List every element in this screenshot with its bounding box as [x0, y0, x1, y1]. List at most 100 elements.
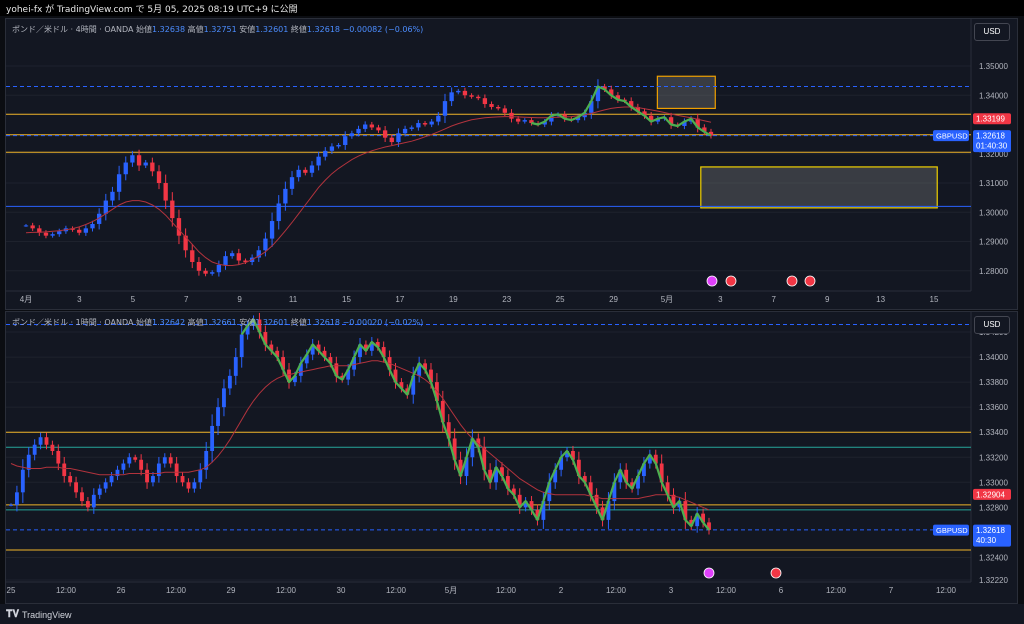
candle-body — [77, 229, 82, 233]
candle-body — [488, 469, 493, 483]
candle-body — [336, 144, 341, 147]
candle-body — [257, 319, 262, 333]
candle-body — [582, 476, 587, 483]
candle-body — [462, 90, 468, 96]
candle-body — [210, 272, 215, 274]
price-tick-label: 1.33800 — [979, 378, 1008, 387]
candle-body — [230, 253, 235, 257]
last-price-value: 1.32618 — [976, 526, 1005, 535]
countdown-timer: 01:40:30 — [976, 142, 1008, 151]
supply-demand-zone — [656, 75, 716, 110]
candle-body — [452, 438, 457, 460]
time-tick-label: 12:00 — [56, 586, 77, 595]
moving-average-line — [25, 106, 712, 266]
time-tick-label: 11 — [289, 295, 298, 304]
candle-body — [43, 232, 49, 236]
candle-body — [103, 482, 108, 489]
tradingview-brand: TradingView — [22, 610, 72, 620]
chart-panel-4h[interactable]: ポンド／米ドル · 4時間 · OANDA 始値1.32638 高値1.3275… — [5, 18, 1018, 310]
time-tick-label: 4月 — [20, 295, 32, 304]
candle-body — [233, 357, 238, 376]
candle-body — [535, 509, 540, 520]
time-tick-label: 19 — [449, 295, 458, 304]
candle-body — [123, 162, 128, 175]
candle-body — [183, 235, 188, 251]
price-chart-4h[interactable]: 1.35000 1.34000 1.32000 1.31000 1.30000 1.290… — [6, 19, 1017, 309]
symbol-label: GBPUSD — [936, 132, 968, 141]
candle-body — [529, 120, 534, 124]
candle-body — [665, 482, 670, 495]
price-tick-label: 1.33200 — [979, 453, 1008, 462]
candle-body — [346, 369, 351, 380]
candle-body — [174, 463, 179, 477]
footer-bar: 𝐓𝐕 TradingView — [0, 604, 1024, 624]
candle-body — [382, 130, 388, 138]
candle-body — [30, 225, 35, 229]
candle-body — [375, 342, 380, 348]
candle-body — [595, 86, 601, 102]
currency-button[interactable]: USD — [974, 316, 1010, 334]
candle-body — [695, 513, 700, 527]
candle-body — [701, 513, 706, 523]
candle-body — [422, 123, 428, 125]
candle-body — [9, 504, 13, 506]
candle-body — [399, 382, 404, 389]
candle-body — [198, 469, 203, 483]
time-tick-label: 13 — [876, 295, 885, 304]
candle-body — [393, 369, 398, 383]
tradingview-logo-icon[interactable]: 𝐓𝐕 — [6, 609, 20, 620]
candle-body — [26, 454, 31, 470]
candle-body — [190, 250, 195, 262]
candle-body — [150, 162, 155, 172]
moving-average-line — [10, 360, 710, 511]
time-tick-label: 3 — [718, 295, 723, 304]
symbol-label-box — [933, 524, 969, 536]
publish-header: yohei-fx が TradingView.com で 5月 05, 2025… — [6, 5, 298, 15]
candle-body — [151, 476, 155, 483]
price-tag-box — [973, 113, 1011, 125]
candle-body — [343, 136, 348, 145]
candle-body — [130, 155, 135, 163]
candle-body — [502, 108, 507, 113]
time-tick-label: 12:00 — [826, 586, 847, 595]
candle-body — [287, 369, 291, 383]
candle-body — [192, 482, 197, 489]
candle-body — [494, 467, 498, 483]
currency-button[interactable]: USD — [974, 23, 1010, 41]
candle-body — [600, 507, 605, 520]
price-tick-label: 1.35000 — [979, 62, 1008, 71]
candle-body — [702, 127, 707, 132]
candle-body — [136, 155, 142, 166]
price-tick-label: 1.31000 — [979, 179, 1008, 188]
candle-body — [464, 457, 469, 477]
price-chart-1h[interactable]: 1.342001.340001.338001.336001.334001.332… — [6, 312, 1017, 603]
candle-body — [707, 522, 711, 530]
price-tag-box — [973, 488, 1011, 500]
candle-body — [542, 121, 547, 125]
price-tick-label: 1.32400 — [979, 553, 1008, 562]
economic-event-icon — [703, 567, 715, 579]
price-tick-label: 1.32220 — [979, 576, 1008, 585]
candle-body — [223, 256, 228, 265]
candle-body — [523, 501, 528, 508]
candle-body — [522, 120, 527, 122]
price-tick-label: 1.33400 — [979, 428, 1008, 437]
candle-body — [56, 451, 61, 464]
candle-body — [363, 344, 368, 351]
candle-body — [440, 400, 445, 423]
candle-body — [57, 231, 62, 235]
candle-body — [139, 459, 144, 470]
candle-body — [612, 482, 617, 502]
time-tick-label: 17 — [395, 295, 404, 304]
price-tick-label: 1.32000 — [979, 150, 1008, 159]
candle-body — [695, 118, 700, 128]
candle-body — [245, 325, 250, 335]
us-flag-icon — [725, 275, 737, 287]
candle-body — [263, 238, 268, 251]
candle-body — [653, 454, 658, 464]
candle-body — [642, 463, 646, 477]
candle-body — [281, 357, 286, 370]
time-tick-label: 7 — [889, 586, 894, 595]
chart-panel-1h[interactable]: ポンド／米ドル · 1時間 · OANDA 始値1.32642 高値1.3266… — [5, 311, 1018, 604]
candle-body — [496, 106, 501, 109]
